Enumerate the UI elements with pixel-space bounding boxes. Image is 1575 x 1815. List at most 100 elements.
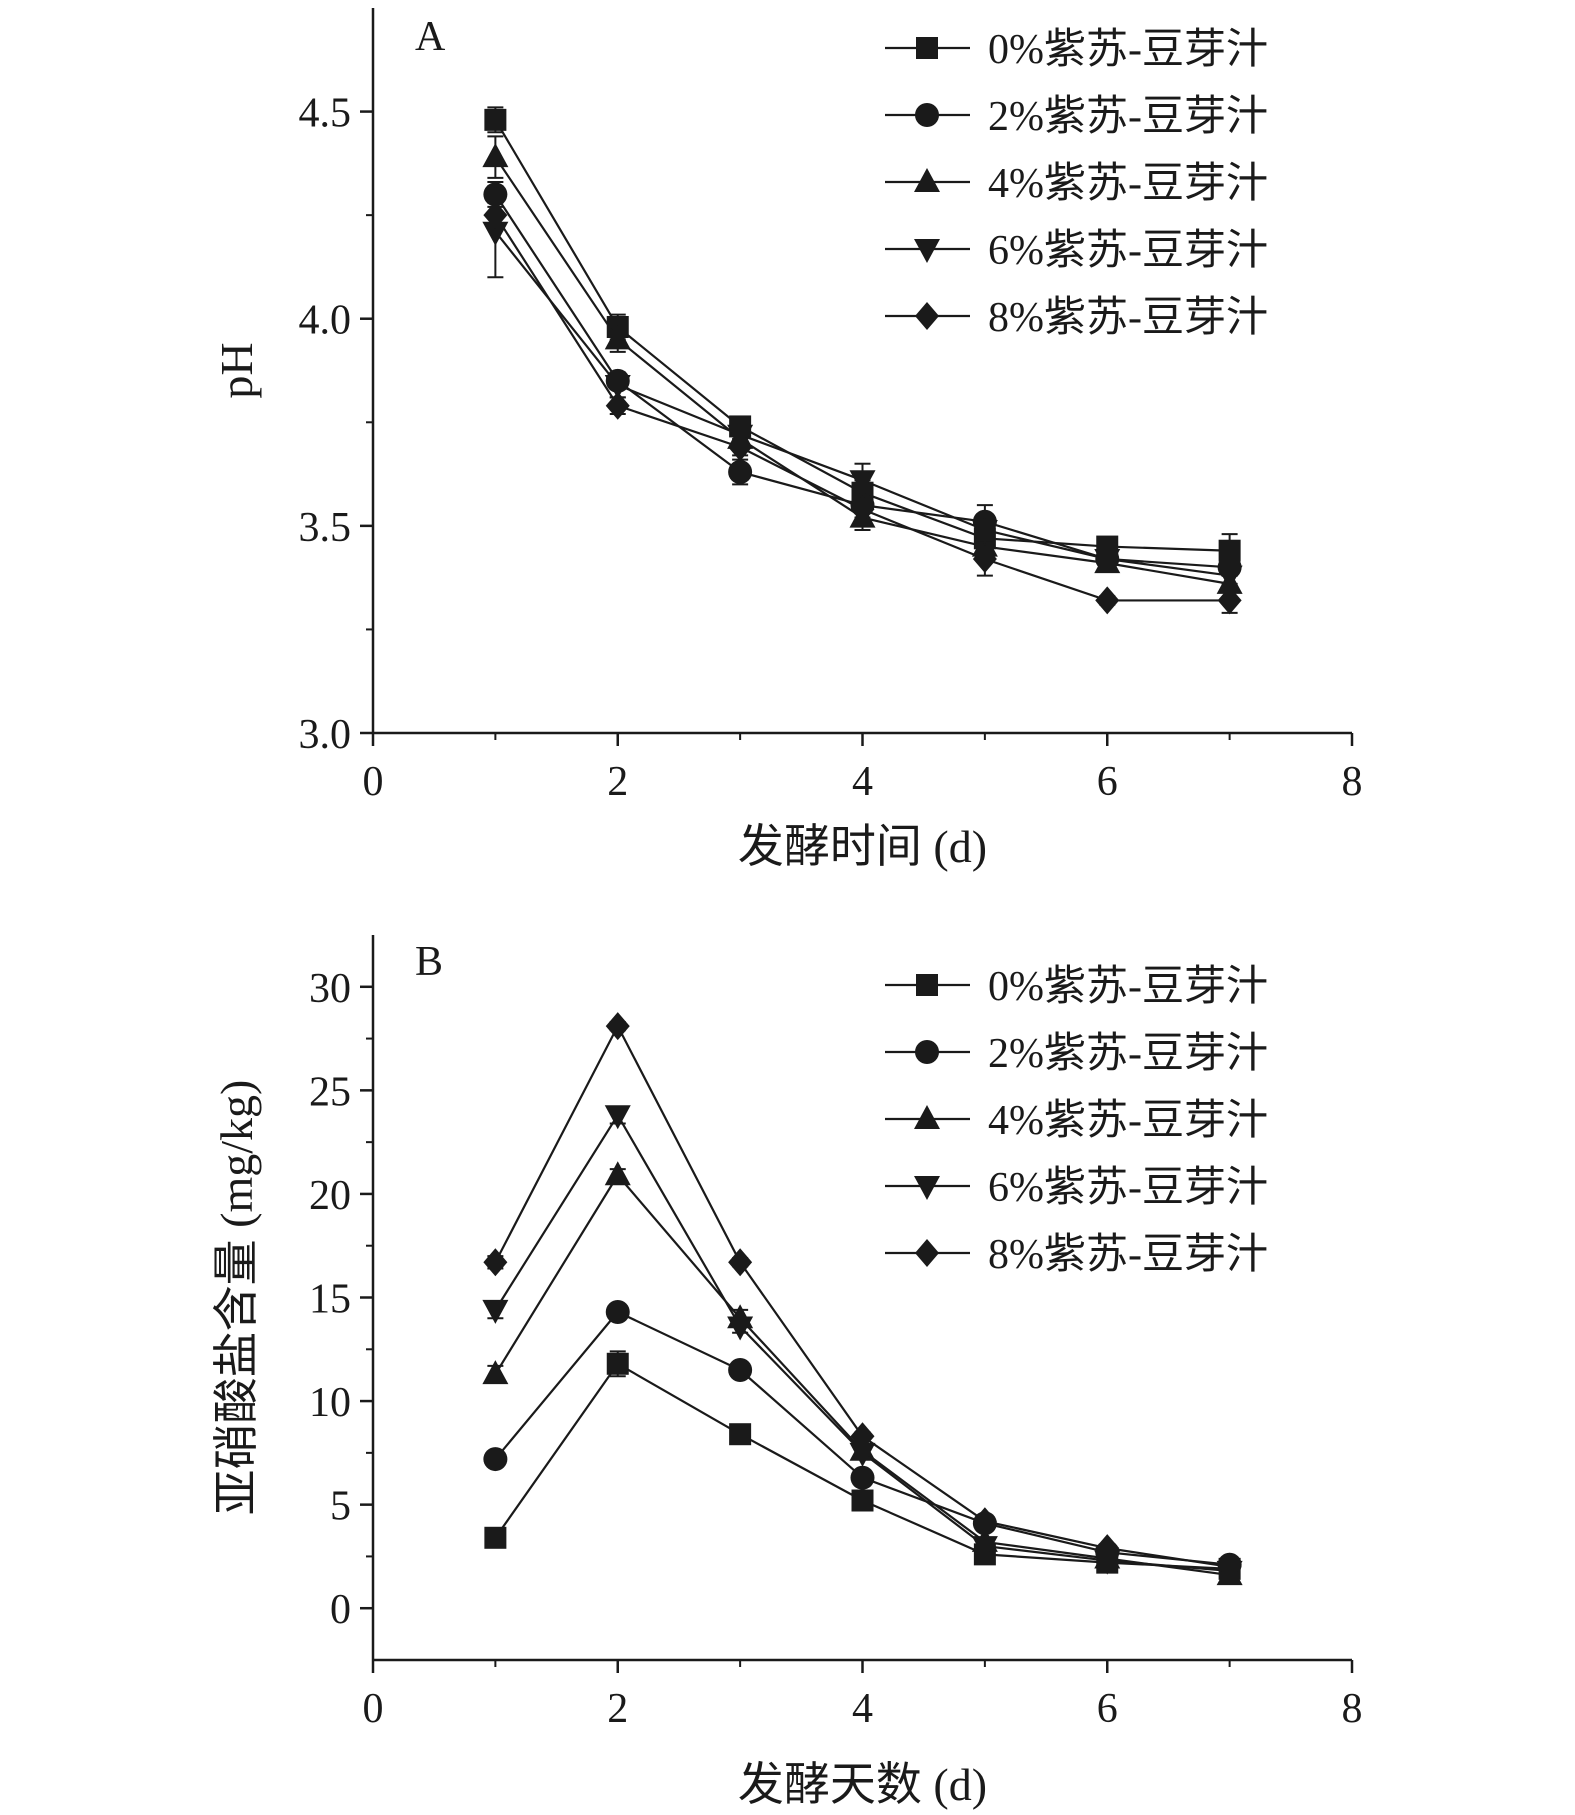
panel-b-series-4-point xyxy=(1095,1534,1120,1563)
panel-a-series-4-point xyxy=(728,433,753,462)
panel-b-legend-marker xyxy=(915,1239,939,1267)
panel-b-series-4-point xyxy=(483,1248,508,1277)
panel-b-series-3-point xyxy=(1094,1550,1121,1575)
panel-a-series-4-point xyxy=(850,495,875,524)
panel-b-x-tick-label: 6 xyxy=(1097,1686,1118,1732)
panel-b-y-axis-title: 亚硝酸盐含量 (mg/kg) xyxy=(211,1080,262,1516)
panel-b-series-3-point xyxy=(971,1536,998,1561)
panel-b: 0 2 4 6 8 0 5 10 15 20 25 30 0%紫苏-豆芽汁 2%紫苏-豆芽汁 4%紫苏-豆… xyxy=(211,935,1363,1810)
panel-a-series-4-point xyxy=(1095,586,1120,615)
panel-b-y-tick-label: 15 xyxy=(309,1277,351,1323)
panel-a-legend-entry-3: 6%紫苏-豆芽汁 xyxy=(885,228,1268,274)
panel-b-series-1-point xyxy=(728,1358,753,1382)
panel-b-legend-marker xyxy=(914,1105,940,1129)
panel-a-series-4-point xyxy=(1217,586,1242,615)
panel-a-legend-entry-0: 0%紫苏-豆芽汁 xyxy=(885,27,1268,73)
panel-a-legend-label: 8%紫苏-豆芽汁 xyxy=(988,295,1268,341)
panel-a-axes: 0 2 4 6 8 3.0 3.5 4.0 4.5 xyxy=(299,8,1363,805)
panel-b-series-2-point xyxy=(482,1360,509,1385)
panel-a-y-tick-label: 3.0 xyxy=(299,712,352,758)
panel-a-y-tick-label: 3.5 xyxy=(299,505,352,551)
panel-a-legend-label: 4%紫苏-豆芽汁 xyxy=(988,161,1268,207)
panel-a-series-3-point xyxy=(849,470,876,495)
panel-b-series-3-point xyxy=(727,1316,754,1341)
panel-b-y-tick-label: 30 xyxy=(309,966,351,1012)
panel-a-series-2-point xyxy=(482,143,509,168)
panel-a-series xyxy=(482,106,1243,615)
panel-b-legend-label: 6%紫苏-豆芽汁 xyxy=(988,1165,1268,1211)
panel-a-legend-entry-4: 8%紫苏-豆芽汁 xyxy=(885,295,1268,341)
panel-a-x-tick-label: 0 xyxy=(363,759,384,805)
panel-b-series-4-point xyxy=(728,1248,753,1277)
panel-b-axes: 0 2 4 6 8 0 5 10 15 20 25 30 xyxy=(309,935,1363,1732)
panel-b-series-4-point xyxy=(1217,1552,1242,1581)
panel-b-legend-marker xyxy=(914,1176,940,1200)
panel-b-series-2 xyxy=(482,1161,1243,1586)
panel-b-y-tick-label: 5 xyxy=(330,1484,351,1530)
panel-a-legend-marker xyxy=(914,239,940,263)
panel-b-legend-entry-1: 2%紫苏-豆芽汁 xyxy=(885,1031,1268,1077)
panel-b-series-3 xyxy=(482,1105,1243,1585)
panel-b-legend-entry-4: 8%紫苏-豆芽汁 xyxy=(885,1232,1268,1278)
panel-a-series-4-point xyxy=(483,201,508,230)
panel-a-y-tick-label: 4.5 xyxy=(299,91,352,137)
panel-a-x-axis-title: 发酵时间 (d) xyxy=(738,821,987,872)
panel-a-x-tick-label: 8 xyxy=(1342,759,1363,805)
panel-b-legend-label: 4%紫苏-豆芽汁 xyxy=(988,1098,1268,1144)
panel-b-legend-marker xyxy=(916,974,938,996)
panel-a-series-3-point xyxy=(1094,549,1121,573)
panel-b-series xyxy=(482,1012,1243,1586)
panel-a-series-3-point xyxy=(604,375,631,399)
panel-b-series-0-point xyxy=(851,1489,874,1512)
panel-b-legend-label: 2%紫苏-豆芽汁 xyxy=(988,1031,1268,1077)
panel-b-legend-label: 0%紫苏-豆芽汁 xyxy=(988,964,1268,1010)
panel-a-series-3 xyxy=(482,185,1243,590)
panel-b-legend-entry-0: 0%紫苏-豆芽汁 xyxy=(885,964,1268,1010)
panel-b-series-4 xyxy=(483,1012,1242,1581)
panel-b-x-axis-title: 发酵天数 (d) xyxy=(738,1759,987,1810)
panel-a-series-0-point xyxy=(484,108,507,131)
panel-b-x-tick-label: 8 xyxy=(1342,1686,1363,1732)
panel-a-series-4-point xyxy=(972,545,997,573)
panel-b-series-1-point xyxy=(850,1465,875,1490)
panel-b-legend-label: 8%紫苏-豆芽汁 xyxy=(988,1232,1268,1278)
panel-b-series-1-point xyxy=(605,1300,630,1324)
panel-a-series-4-point xyxy=(605,391,630,420)
panel-a-legend: 0%紫苏-豆芽汁 2%紫苏-豆芽汁 4%紫苏-豆芽汁 6%紫苏-豆芽汁 8%紫苏-豆芽汁 xyxy=(885,27,1268,341)
panel-b-series-4-point xyxy=(850,1422,875,1451)
panel-b-series-3-point xyxy=(604,1105,631,1130)
panel-a-legend-label: 0%紫苏-豆芽汁 xyxy=(988,27,1268,73)
panel-a-series-3-point xyxy=(1216,565,1243,590)
panel-b-series-1-point xyxy=(483,1447,508,1472)
panel-a-series-4 xyxy=(483,201,1242,615)
panel-a-y-axis-title: pH xyxy=(211,342,262,398)
panel-b-x-tick-label: 4 xyxy=(852,1686,873,1732)
panel-a-x-tick-label: 2 xyxy=(607,759,628,805)
panel-a-legend-marker xyxy=(915,302,939,330)
panel-b-y-tick-label: 0 xyxy=(330,1587,351,1633)
panel-b-x-tick-label: 0 xyxy=(363,1686,384,1732)
panel-b-series-2-point xyxy=(604,1161,631,1186)
panel-a-legend-entry-2: 4%紫苏-豆芽汁 xyxy=(885,161,1268,207)
panel-a: 0 2 4 6 8 3.0 3.5 4.0 4.5 0%紫苏-豆芽汁 2%紫苏-豆芽汁 4%紫苏-豆… xyxy=(211,8,1363,872)
panel-a-legend-entry-1: 2%紫苏-豆芽汁 xyxy=(885,94,1268,140)
panel-a-series-0-point xyxy=(1218,539,1241,562)
panel-a-x-tick-label: 6 xyxy=(1097,759,1118,805)
panel-b-x-tick-label: 2 xyxy=(607,1686,628,1732)
panel-b-series-0-point xyxy=(729,1423,752,1446)
panel-b-y-tick-label: 20 xyxy=(309,1173,351,1219)
panel-b-series-3-point xyxy=(849,1442,876,1467)
panel-a-legend-label: 2%紫苏-豆芽汁 xyxy=(988,94,1268,140)
panel-a-series-2-point xyxy=(604,325,631,350)
panel-b-y-tick-label: 10 xyxy=(309,1380,351,1426)
panel-b-y-tick-label: 25 xyxy=(309,1069,351,1115)
panel-a-legend-marker xyxy=(914,168,940,192)
panel-b-letter: B xyxy=(415,939,443,985)
panel-a-legend-marker xyxy=(916,37,938,59)
panel-b-series-3-point xyxy=(482,1299,509,1324)
panel-b-legend-entry-3: 6%紫苏-豆芽汁 xyxy=(885,1165,1268,1211)
panel-a-legend-marker xyxy=(915,103,939,127)
panel-a-letter: A xyxy=(415,14,446,60)
